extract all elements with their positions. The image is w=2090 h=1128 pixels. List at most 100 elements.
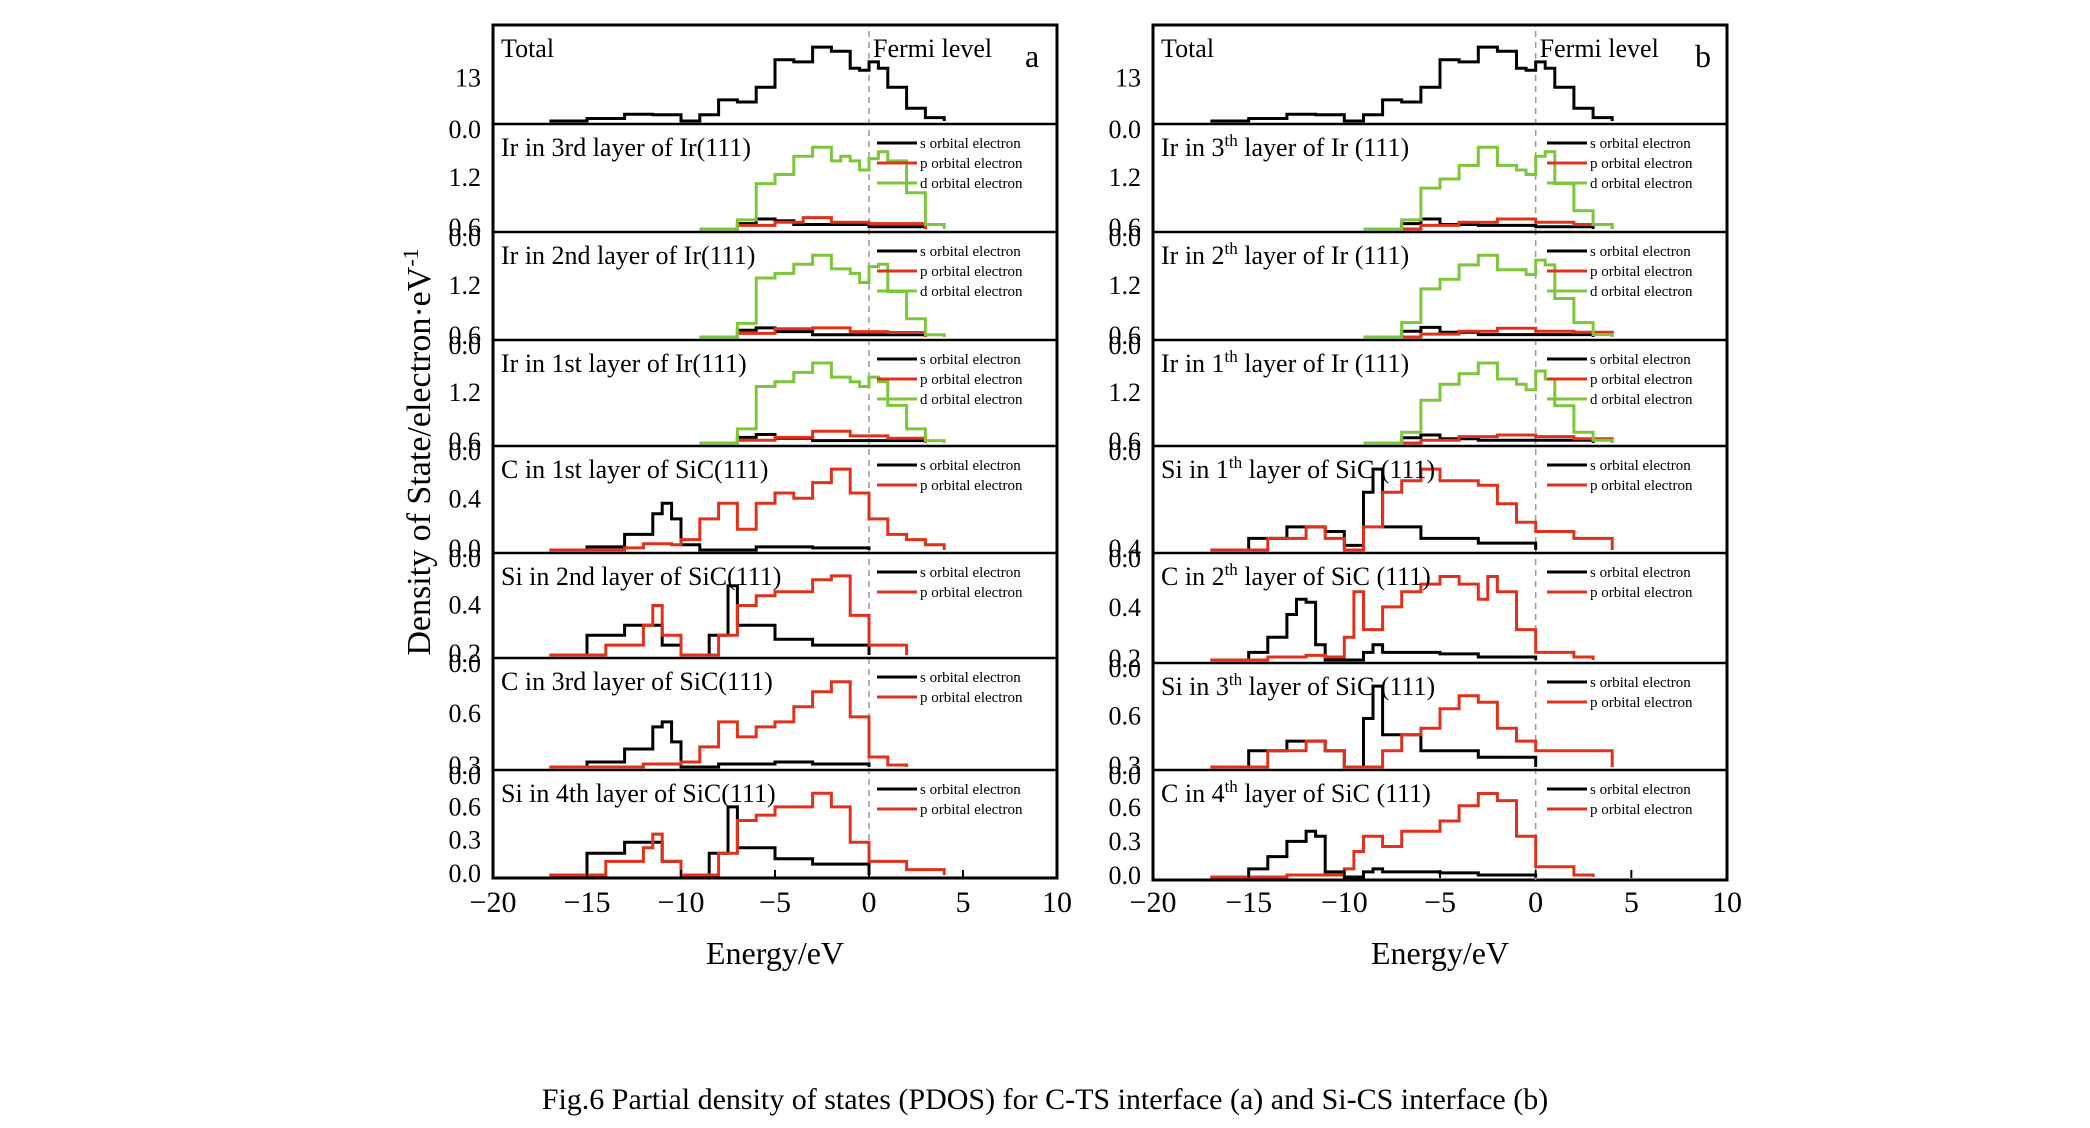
- y-tick-label: 0.3: [449, 751, 482, 780]
- subplot: Si in 3th layer of SiC (111) s orbital el…: [1109, 654, 1727, 780]
- series-s-orbital: [549, 501, 871, 552]
- x-axis-label: Energy/eV: [706, 935, 844, 971]
- x-tick-label: −5: [759, 886, 791, 919]
- legend-label: p orbital electron: [1590, 802, 1693, 818]
- subplot: Total 13: [455, 34, 946, 123]
- subplot-title: Ir in 2th layer of Ir (111): [1161, 239, 1409, 270]
- x-tick-label: 10: [1042, 886, 1072, 919]
- series-total-orbital: [1210, 45, 1614, 123]
- subplot-title: C in 2th layer of SiC (111): [1161, 560, 1431, 591]
- x-tick-label: −10: [658, 886, 705, 919]
- y-tick-label: 0.0: [449, 761, 482, 790]
- series-total-orbital: [549, 45, 946, 123]
- figure-caption: Fig.6 Partial density of states (PDOS) f…: [541, 1083, 1549, 1116]
- y-axis-label: Density of State/electron·eV-1: [398, 248, 438, 655]
- panel-letter: b: [1695, 38, 1711, 74]
- y-tick-label: 0.2: [449, 639, 482, 668]
- subplot-title: C in 1st layer of SiC(111): [501, 455, 768, 484]
- fermi-level-label: Fermi level: [1540, 34, 1659, 63]
- subplot: Ir in 1st layer of Ir(111) s orbital elec…: [449, 331, 1057, 456]
- y-tick-label: 1.2: [1109, 378, 1142, 407]
- x-tick-label: −15: [1225, 886, 1272, 919]
- y-tick-label: 0.6: [1109, 702, 1142, 731]
- series-s-orbital: [549, 720, 871, 769]
- series-d-orbital: [1363, 361, 1614, 445]
- subplot-title: C in 3rd layer of SiC(111): [501, 667, 773, 696]
- y-tick-label: 0.0: [1109, 331, 1142, 360]
- x-tick-label: −15: [564, 886, 611, 919]
- y-tick-label: 0.6: [1109, 427, 1142, 456]
- y-tick-label: 0.0: [1109, 761, 1142, 790]
- series-s-orbital: [1210, 829, 1538, 879]
- legend-label: p orbital electron: [920, 690, 1023, 706]
- legend-label: d orbital electron: [1590, 176, 1693, 192]
- x-tick-label: −20: [470, 886, 517, 919]
- legend-label: s orbital electron: [1590, 136, 1691, 152]
- y-tick-label: 0.0: [1109, 115, 1142, 144]
- legend-label: s orbital electron: [920, 670, 1021, 686]
- y-tick-label: 1.2: [1109, 163, 1142, 192]
- series-d-orbital: [699, 253, 946, 339]
- legend-label: s orbital electron: [920, 136, 1021, 152]
- series-p-orbital: [1363, 217, 1614, 231]
- y-tick-label: 0.3: [1109, 751, 1142, 780]
- legend-label: p orbital electron: [920, 802, 1023, 818]
- series-p-orbital: [549, 791, 946, 877]
- panel-letter: a: [1025, 38, 1039, 74]
- series-p-orbital: [549, 574, 909, 657]
- series-p-orbital: [1210, 792, 1595, 879]
- subplot: Ir in 2nd layer of Ir(111) s orbital elec…: [449, 223, 1057, 350]
- y-tick-label: 0.6: [449, 213, 482, 242]
- y-tick-label: 13: [455, 63, 481, 92]
- y-tick-label: 0.0: [449, 223, 482, 252]
- series-p-orbital: [549, 467, 946, 552]
- legend-label: d orbital electron: [920, 392, 1023, 408]
- y-tick-label: 0.0: [449, 331, 482, 360]
- y-tick-label: 0.6: [449, 427, 482, 456]
- x-tick-label: −20: [1130, 886, 1177, 919]
- subplot-title: Si in 4th layer of SiC(111): [501, 779, 776, 808]
- subplot: Ir in 3th layer of Ir (111) s orbital ele…: [1109, 115, 1727, 242]
- legend-label: d orbital electron: [1590, 284, 1693, 300]
- x-tick-label: −10: [1321, 886, 1368, 919]
- legend-label: p orbital electron: [920, 585, 1023, 601]
- series-p-orbital: [1210, 575, 1595, 662]
- y-tick-label: 0.0: [449, 437, 482, 466]
- series-p-orbital: [1363, 326, 1614, 339]
- y-tick-label: 0.6: [449, 699, 482, 728]
- legend-label: d orbital electron: [1590, 392, 1693, 408]
- series-p-orbital: [549, 680, 909, 769]
- y-tick-label: 1.2: [449, 271, 482, 300]
- y-tick-label: 13: [1115, 63, 1141, 92]
- legend-label: s orbital electron: [920, 458, 1021, 474]
- legend-label: d orbital electron: [920, 284, 1023, 300]
- legend-label: s orbital electron: [1590, 675, 1691, 691]
- y-tick-label: 0.0: [449, 649, 482, 678]
- legend-label: p orbital electron: [1590, 585, 1693, 601]
- fermi-level-label: Fermi level: [873, 34, 992, 63]
- legend-label: p orbital electron: [920, 264, 1023, 280]
- x-tick-label: 0: [862, 886, 877, 919]
- series-d-orbital: [699, 361, 946, 445]
- subplot: Si in 1th layer of SiC (111) s orbital el…: [1109, 437, 1727, 563]
- subplot-title: Total: [501, 34, 554, 63]
- y-tick-label: 0.2: [1109, 644, 1142, 673]
- chart-b: Fermi level b Total 13 Ir in 3th layer of Ir…: [1109, 23, 1742, 971]
- subplot-title: Si in 3th layer of SiC (111): [1161, 670, 1435, 701]
- subplot-title: Ir in 3th layer of Ir (111): [1161, 131, 1409, 162]
- y-tick-label: 0.0: [449, 859, 482, 888]
- legend-label: p orbital electron: [1590, 156, 1693, 172]
- y-tick-label: 0.0: [449, 115, 482, 144]
- subplot-title: Ir in 2nd layer of Ir(111): [501, 241, 755, 270]
- y-tick-label: 0.3: [449, 826, 482, 855]
- legend-label: p orbital electron: [920, 478, 1023, 494]
- y-tick-label: 1.2: [1109, 271, 1142, 300]
- y-tick-label: 0.0: [449, 534, 482, 563]
- subplot-title: Ir in 3rd layer of Ir(111): [501, 133, 751, 162]
- y-tick-label: 0.6: [449, 321, 482, 350]
- x-tick-label: 5: [1624, 886, 1639, 919]
- subplot: C in 4th layer of SiC (111) s orbital ele…: [1109, 761, 1727, 890]
- series-p-orbital: [1210, 694, 1614, 769]
- legend-label: s orbital electron: [1590, 352, 1691, 368]
- subplot: C in 3rd layer of SiC(111) s orbital elec…: [449, 649, 1057, 780]
